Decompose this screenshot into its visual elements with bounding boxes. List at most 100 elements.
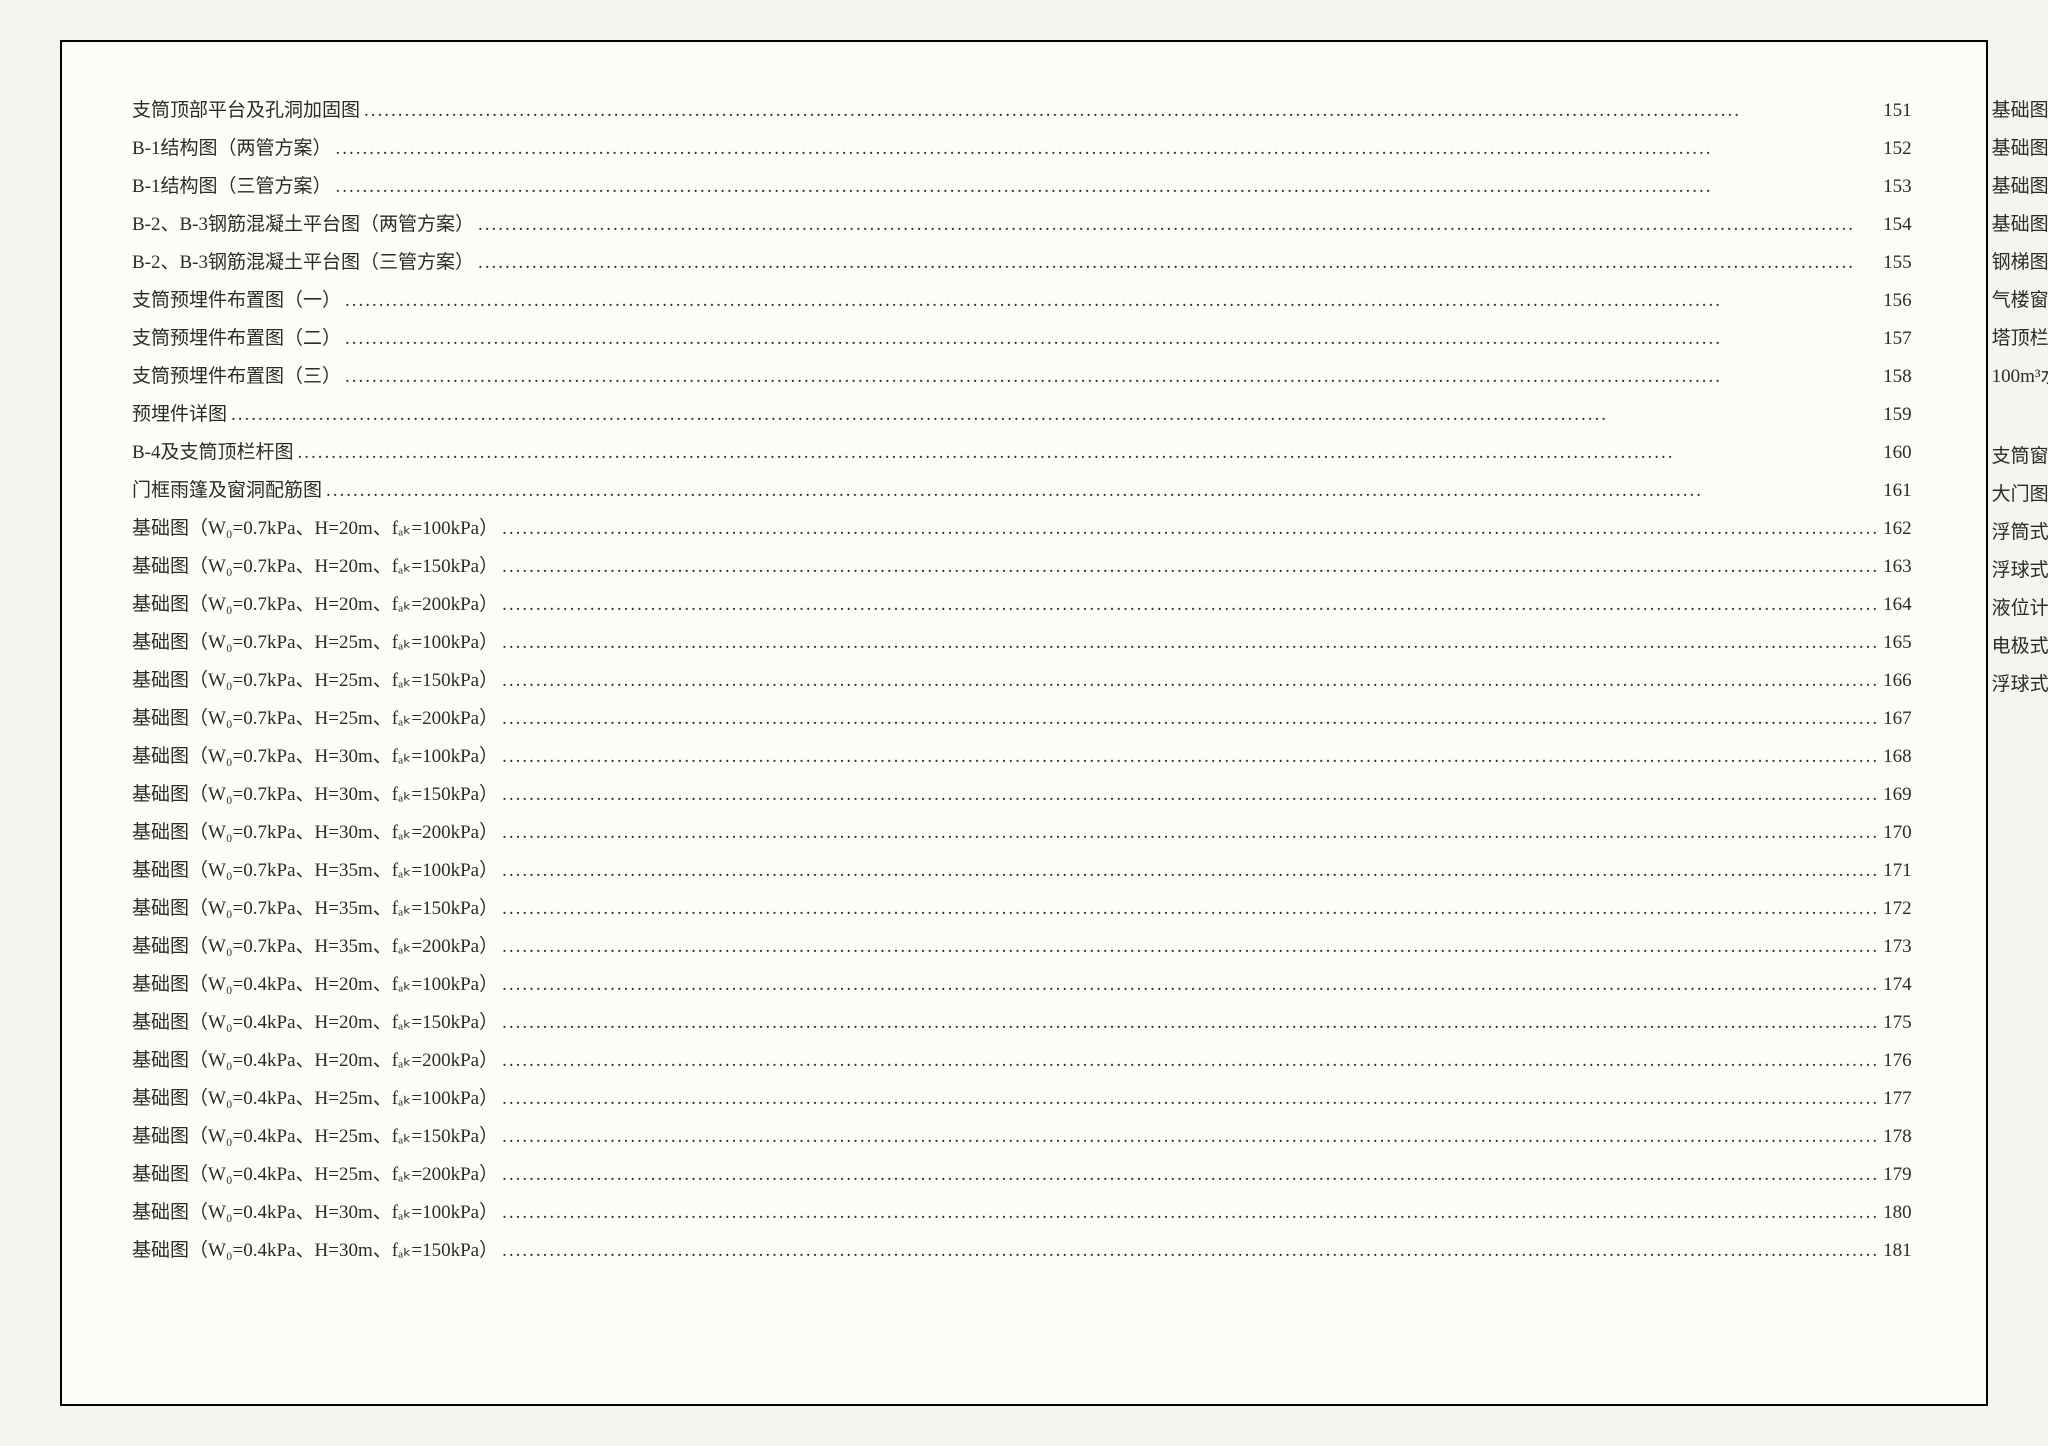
page-outer-frame: 支筒顶部平台及孔洞加固图151B-1结构图（两管方案）152B-1结构图（三管方…	[60, 40, 1988, 1406]
toc-dots	[502, 738, 1879, 776]
toc-label: 支筒窗图	[1992, 438, 2048, 476]
toc-dots	[478, 244, 1879, 282]
toc-page: 164	[1883, 586, 1912, 624]
toc-entry: 基础图（W₀=0.4kPa、H=35m、fₐₖ=100kPa）183	[1992, 130, 2048, 168]
toc-label: B-2、B-3钢筋混凝土平台图（两管方案）	[132, 206, 474, 244]
toc-label: 门框雨篷及窗洞配筋图	[132, 472, 322, 510]
toc-page: 153	[1883, 168, 1912, 206]
toc-entry: 基础图（W₀=0.4kPa、H=35m、fₐₖ=150kPa）184	[1992, 168, 2048, 206]
toc-label: 基础图（W₀=0.7kPa、H=30m、fₐₖ=100kPa）	[132, 738, 498, 776]
toc-entry: 钢梯图186	[1992, 244, 2048, 282]
toc-dots	[336, 168, 1880, 206]
toc-label: 支筒预埋件布置图（一）	[132, 282, 341, 320]
toc-entry: 支筒预埋件布置图（三） 158	[132, 358, 1912, 396]
toc-label: 基础图（W₀=0.7kPa、H=25m、fₐₖ=200kPa）	[132, 700, 498, 738]
toc-label: 基础图（W₀=0.7kPa、H=35m、fₐₖ=100kPa）	[132, 852, 498, 890]
toc-dots	[502, 928, 1879, 966]
toc-label: 支筒预埋件布置图（二）	[132, 320, 341, 358]
toc-label: 塔顶栏杆图	[1992, 320, 2048, 358]
toc-entry: 基础图（W₀=0.4kPa、H=25m、fₐₖ=100kPa） 177	[132, 1080, 1912, 1118]
toc-entry: 基础图（W₀=0.4kPa、H=35m、fₐₖ=200kPa）185	[1992, 206, 2048, 244]
toc-dots	[326, 472, 1879, 510]
toc-label: 基础图（W₀=0.7kPa、H=35m、fₐₖ=150kPa）	[132, 890, 498, 928]
toc-page: 180	[1883, 1194, 1912, 1232]
toc-label: 基础图（W₀=0.7kPa、H=20m、fₐₖ=200kPa）	[132, 586, 498, 624]
toc-label: 基础图（W₀=0.4kPa、H=20m、fₐₖ=100kPa）	[132, 966, 498, 1004]
toc-dots	[502, 1042, 1879, 1080]
toc-page: 157	[1883, 320, 1912, 358]
toc-page: 181	[1883, 1232, 1912, 1270]
toc-page: 158	[1883, 358, 1912, 396]
toc-entry: 支筒顶部平台及孔洞加固图151	[132, 92, 1912, 130]
toc-page: 154	[1883, 206, 1912, 244]
toc-dots	[502, 548, 1879, 586]
toc-dots	[336, 130, 1880, 168]
toc-label: 预埋件详图	[132, 396, 227, 434]
toc-page: 156	[1883, 282, 1912, 320]
toc-entry: 基础图（W₀=0.4kPa、H=30m、fₐₖ=200kPa）182	[1992, 92, 2048, 130]
toc-entry: B-1结构图（两管方案）152	[132, 130, 1912, 168]
toc-label: 基础图（W₀=0.4kPa、H=35m、fₐₖ=200kPa）	[1992, 206, 2048, 244]
toc-entry: 基础图（W₀=0.7kPa、H=25m、fₐₖ=200kPa）167	[132, 700, 1912, 738]
toc-dots	[298, 434, 1880, 472]
toc-dots	[502, 1232, 1879, 1270]
toc-entry: 门框雨篷及窗洞配筋图 161	[132, 472, 1912, 510]
toc-dots	[502, 700, 1879, 738]
toc-entry: B-2、B-3钢筋混凝土平台图（三管方案）155	[132, 244, 1912, 282]
left-column: 支筒顶部平台及孔洞加固图151B-1结构图（两管方案）152B-1结构图（三管方…	[92, 92, 1952, 1374]
toc-page: 165	[1883, 624, 1912, 662]
toc-entry: 浮筒式液位计安装图192	[1992, 514, 2048, 552]
toc-entry: 基础图（W₀=0.7kPa、H=20m、fₐₖ=200kPa） 164	[132, 586, 1912, 624]
toc-dots	[345, 320, 1879, 358]
toc-label: 100m³水塔照明及避雷设备	[1992, 358, 2048, 396]
toc-dots	[502, 1156, 1879, 1194]
toc-label: 基础图（W₀=0.7kPa、H=25m、fₐₖ=150kPa）	[132, 662, 498, 700]
toc-entry: 基础图（W₀=0.7kPa、H=20m、fₐₖ=100kPa）162	[132, 510, 1912, 548]
toc-entry: 基础图（W₀=0.7kPa、H=20m、fₐₖ=150kPa）163	[132, 548, 1912, 586]
toc-entry: 基础图（W₀=0.7kPa、H=35m、fₐₖ=200kPa）173	[132, 928, 1912, 966]
toc-entry: 100m³水塔照明及避雷设备189	[1992, 358, 2048, 396]
toc-dots	[502, 1118, 1879, 1156]
section-title: 公用节点及电气图	[1992, 402, 2048, 432]
right-column: 基础图（W₀=0.4kPa、H=30m、fₐₖ=200kPa）182基础图（W₀…	[1952, 92, 2048, 1374]
toc-label: 支筒预埋件布置图（三）	[132, 358, 341, 396]
toc-entry: 浮球式液位开关安装图196	[1992, 666, 2048, 704]
toc-entry: 支筒预埋件布置图（二） 157	[132, 320, 1912, 358]
toc-page: 169	[1883, 776, 1912, 814]
toc-label: 基础图（W₀=0.4kPa、H=35m、fₐₖ=100kPa）	[1992, 130, 2048, 168]
toc-page: 161	[1883, 472, 1912, 510]
toc-page: 159	[1883, 396, 1912, 434]
toc-dots	[502, 890, 1879, 928]
toc-entry: B-1结构图（三管方案） 153	[132, 168, 1912, 206]
toc-dots	[502, 966, 1879, 1004]
toc-label: B-4及支筒顶栏杆图	[132, 434, 294, 472]
toc-entry: 大门图191	[1992, 476, 2048, 514]
toc-entry: 基础图（W₀=0.7kPa、H=25m、fₐₖ=100kPa） 165	[132, 624, 1912, 662]
toc-label: 气楼窗及气楼百叶窗图	[1992, 282, 2048, 320]
content-area: 支筒顶部平台及孔洞加固图151B-1结构图（两管方案）152B-1结构图（三管方…	[82, 62, 1966, 1384]
toc-entry: 基础图（W₀=0.7kPa、H=35m、fₐₖ=150kPa）172	[132, 890, 1912, 928]
toc-page: 166	[1883, 662, 1912, 700]
toc-label: 基础图（W₀=0.4kPa、H=35m、fₐₖ=150kPa）	[1992, 168, 2048, 206]
toc-entry: 基础图（W₀=0.4kPa、H=25m、fₐₖ=150kPa）178	[132, 1118, 1912, 1156]
toc-page: 160	[1883, 434, 1912, 472]
toc-entry: 基础图（W₀=0.7kPa、H=30m、fₐₖ=200kPa）170	[132, 814, 1912, 852]
toc-entry: 基础图（W₀=0.4kPa、H=20m、fₐₖ=150kPa）175	[132, 1004, 1912, 1042]
toc-label: 基础图（W₀=0.7kPa、H=25m、fₐₖ=100kPa）	[132, 624, 498, 662]
toc-label: 基础图（W₀=0.7kPa、H=30m、fₐₖ=150kPa）	[132, 776, 498, 814]
toc-page: 177	[1883, 1080, 1912, 1118]
toc-entry: 基础图（W₀=0.7kPa、H=30m、fₐₖ=150kPa） 169	[132, 776, 1912, 814]
toc-label: 大门图	[1992, 476, 2048, 514]
toc-label: 基础图（W₀=0.4kPa、H=25m、fₐₖ=100kPa）	[132, 1080, 498, 1118]
toc-label: 基础图（W₀=0.4kPa、H=20m、fₐₖ=200kPa）	[132, 1042, 498, 1080]
toc-label: 基础图（W₀=0.4kPa、H=20m、fₐₖ=150kPa）	[132, 1004, 498, 1042]
toc-dots	[502, 852, 1879, 890]
toc-entry: 支筒窗图190	[1992, 438, 2048, 476]
toc-dots	[502, 510, 1879, 548]
toc-label: 基础图（W₀=0.4kPa、H=25m、fₐₖ=200kPa）	[132, 1156, 498, 1194]
toc-entry: 预埋件详图 159	[132, 396, 1912, 434]
toc-dots	[231, 396, 1879, 434]
toc-entry: 基础图（W₀=0.4kPa、H=30m、fₐₖ=150kPa）181	[132, 1232, 1912, 1270]
toc-label: 电极式液位开关安装图	[1992, 628, 2048, 666]
toc-label: B-1结构图（三管方案）	[132, 168, 332, 206]
